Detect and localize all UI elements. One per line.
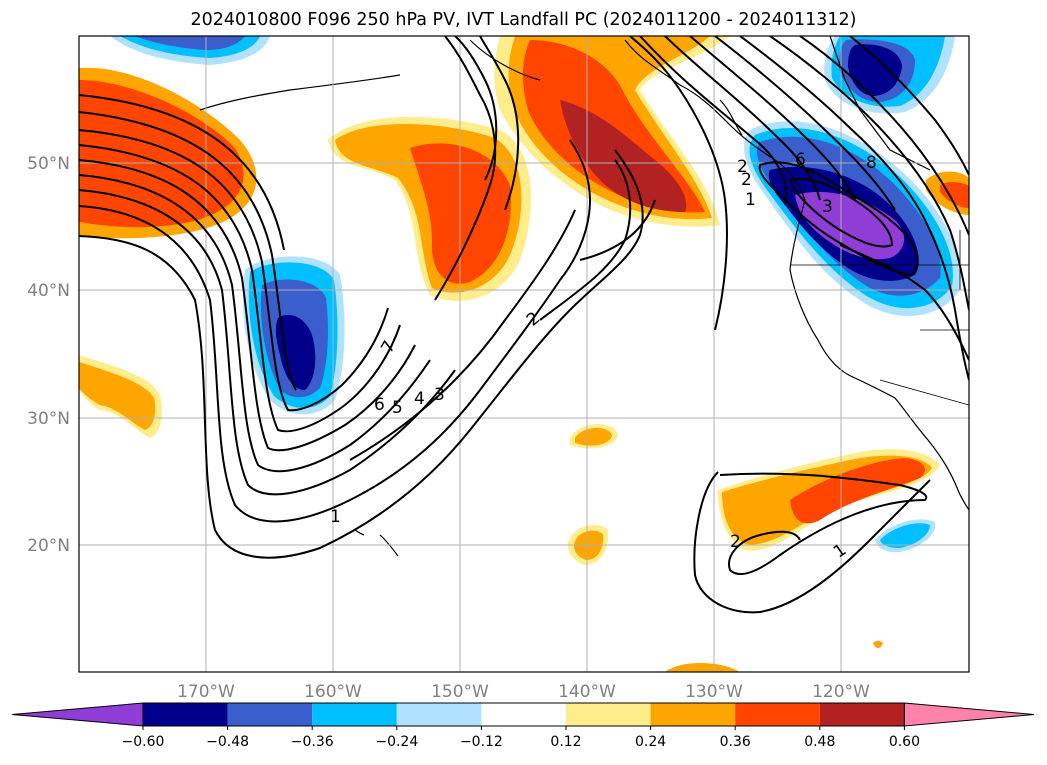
colorbar-segment bbox=[566, 703, 651, 726]
colorbar-segment bbox=[227, 703, 313, 726]
colorbar-label: −0.12 bbox=[460, 734, 503, 750]
colorbar-extend-right bbox=[903, 702, 1035, 727]
plot-title: 2024010800 F096 250 hPa PV, IVT Landfall… bbox=[190, 10, 857, 30]
colorbar-label: 0.60 bbox=[889, 734, 920, 750]
contour-label-6: 6 bbox=[374, 395, 385, 415]
colorbar-segment bbox=[819, 703, 905, 726]
colorbar-segment bbox=[396, 703, 482, 726]
ivt-contours bbox=[79, 36, 969, 614]
map-field: 7 6 5 4 3 2 2 1 1 2 3 6 8 2 1 bbox=[79, 36, 969, 672]
contour-label-1-lower: 1 bbox=[830, 540, 850, 563]
negative-anomaly-north-central bbox=[110, 36, 270, 65]
lat-label: 50°N bbox=[27, 154, 70, 174]
contour-label-2-mid: 2 bbox=[741, 170, 752, 190]
colorbar-segment bbox=[143, 703, 228, 726]
colorbar-extend-left bbox=[11, 702, 144, 727]
colorbar-label: 0.12 bbox=[550, 734, 581, 750]
coastlines bbox=[199, 36, 969, 557]
contour-label-8: 8 bbox=[866, 153, 877, 173]
colorbar-labels: −0.60 −0.48 −0.36 −0.24 −0.12 0.12 0.24 0.36 0.4… bbox=[122, 726, 920, 750]
contour-label-6-upper: 6 bbox=[795, 150, 806, 170]
colorbar-segment bbox=[735, 703, 820, 726]
lon-label: 120°W bbox=[812, 682, 870, 702]
lon-label: 140°W bbox=[558, 682, 616, 702]
negative-anomaly-west-coast bbox=[744, 121, 961, 317]
positive-anomaly-central bbox=[328, 116, 532, 301]
positive-anomaly-northwest bbox=[79, 67, 257, 239]
colorbar: −0.60 −0.48 −0.36 −0.24 −0.12 0.12 0.24 0.36 0.4… bbox=[11, 702, 1035, 750]
lon-label: 170°W bbox=[177, 682, 235, 702]
lon-label: 160°W bbox=[304, 682, 362, 702]
contour-label-7: 7 bbox=[377, 338, 400, 357]
negative-anomaly-small-blob bbox=[873, 519, 936, 649]
contour-label-2-upper: 2 bbox=[737, 157, 748, 177]
map-frame bbox=[78, 35, 970, 673]
latitude-labels: 50°N 40°N 30°N 20°N bbox=[27, 154, 70, 556]
colorbar-segment bbox=[481, 703, 566, 726]
contour-label-1-upper: 1 bbox=[745, 190, 756, 210]
contour-label-5: 5 bbox=[392, 398, 403, 418]
colorbar-label: −0.24 bbox=[375, 734, 418, 750]
contour-label-1-small: 1 bbox=[330, 507, 341, 527]
colorbar-label: −0.36 bbox=[291, 734, 334, 750]
negative-anomaly-northeast bbox=[824, 36, 955, 114]
colorbar-frame bbox=[142, 702, 905, 727]
colorbar-segments bbox=[11, 702, 1035, 727]
longitude-labels: 170°W 160°W 150°W 140°W 130°W 120°W bbox=[177, 682, 870, 702]
contour-label-3: 3 bbox=[434, 385, 445, 405]
lat-label: 20°N bbox=[27, 536, 70, 556]
positive-anomaly-subtropical-west bbox=[79, 355, 162, 438]
lat-label: 40°N bbox=[27, 281, 70, 301]
colorbar-label: −0.48 bbox=[206, 734, 249, 750]
contour-label-2-lower: 2 bbox=[730, 532, 741, 552]
colorbar-label: 0.48 bbox=[804, 734, 835, 750]
colorbar-label: 0.24 bbox=[635, 734, 666, 750]
contour-label-3-low: 3 bbox=[822, 197, 833, 217]
colorbar-segment bbox=[312, 703, 397, 726]
colorbar-label: −0.60 bbox=[122, 734, 165, 750]
negative-anomaly-cutoff-low bbox=[242, 256, 345, 415]
colorbar-label: 0.36 bbox=[720, 734, 751, 750]
colorbar-segment bbox=[650, 703, 736, 726]
contour-label-4: 4 bbox=[414, 389, 425, 409]
positive-anomaly-small-blobs bbox=[568, 171, 969, 672]
lon-label: 150°W bbox=[431, 682, 489, 702]
lat-label: 30°N bbox=[27, 409, 70, 429]
positive-anomaly-gulf-of-alaska bbox=[494, 36, 730, 227]
lon-label: 130°W bbox=[685, 682, 743, 702]
